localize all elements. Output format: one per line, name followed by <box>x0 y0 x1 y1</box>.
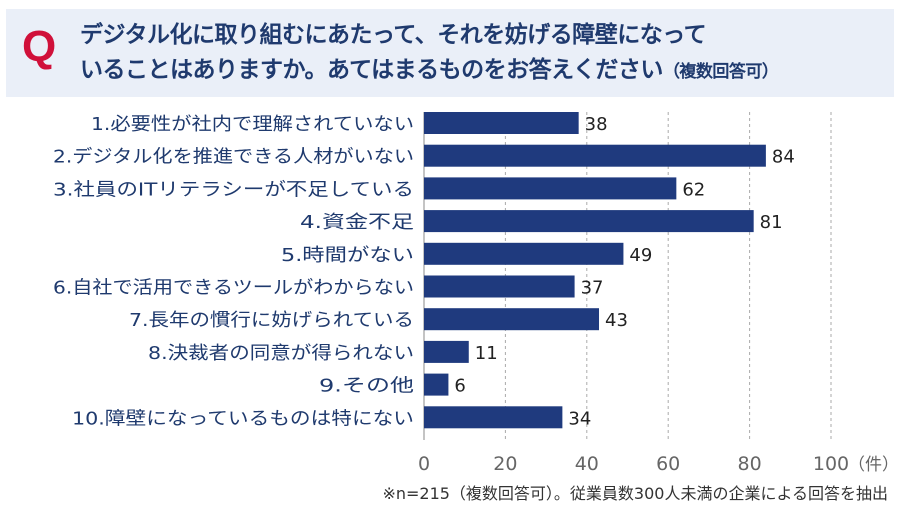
x-tick-label: 100 <box>813 453 849 475</box>
value-label: 37 <box>581 278 604 299</box>
bar <box>424 340 469 363</box>
bar <box>424 373 449 396</box>
value-label: 81 <box>760 212 783 233</box>
category-label: 3.社員のITリテラシーが不足している <box>53 179 414 200</box>
value-label: 11 <box>475 343 498 364</box>
value-label: 6 <box>454 376 465 397</box>
category-label: 2.デジタル化を推進できる人材がいない <box>53 147 414 168</box>
category-label: 5.時間がない <box>281 245 414 266</box>
question-box <box>6 9 894 97</box>
value-label: 38 <box>585 114 608 135</box>
question-text: デジタル化に取り組むにあたって、それを妨げる障壁になって いることはありますか。… <box>80 18 779 90</box>
question-line-2-wrap: いることはありますか。あてはまるものをお答えください（複数回答可） <box>80 53 779 90</box>
value-label: 34 <box>568 408 591 429</box>
value-label: 84 <box>772 147 795 168</box>
x-tick-label: 40 <box>575 453 599 475</box>
value-label: 49 <box>629 245 652 266</box>
bar <box>424 275 575 298</box>
value-label: 43 <box>605 310 628 331</box>
q-mark: Q <box>22 22 57 71</box>
category-label: 9.その他 <box>319 376 414 397</box>
bar <box>424 177 677 200</box>
x-tick-label: 60 <box>656 453 680 475</box>
category-label: 7.長年の慣行に妨げられている <box>129 310 414 331</box>
x-tick-label: 0 <box>418 453 430 475</box>
bar <box>424 112 579 134</box>
question-line-2: いることはありますか。あてはまるものをお答えください <box>80 57 663 83</box>
category-label: 1.必要性が社内で理解されていない <box>91 114 414 135</box>
category-label: 6.自社で活用できるツールがわからない <box>53 278 414 299</box>
bar <box>424 242 624 265</box>
category-label: 4.資金不足 <box>300 212 414 233</box>
question-suffix: （複数回答可） <box>662 62 779 82</box>
question-line-1: デジタル化に取り組むにあたって、それを妨げる障壁になって <box>80 22 707 48</box>
footnote: ※n=215（複数回答可）。従業員数300人未満の企業による回答を抽出 <box>382 484 888 503</box>
category-label: 8.決裁者の同意が得られない <box>148 343 414 364</box>
x-axis-unit: （件） <box>848 455 899 475</box>
x-tick-label: 20 <box>493 453 517 475</box>
bar <box>424 144 766 167</box>
value-label: 62 <box>682 179 705 200</box>
category-label: 10.障壁になっているものは特にない <box>72 408 414 429</box>
bar <box>424 210 754 233</box>
x-tick-label: 80 <box>738 453 762 475</box>
bar <box>424 406 563 429</box>
bar <box>424 308 600 331</box>
